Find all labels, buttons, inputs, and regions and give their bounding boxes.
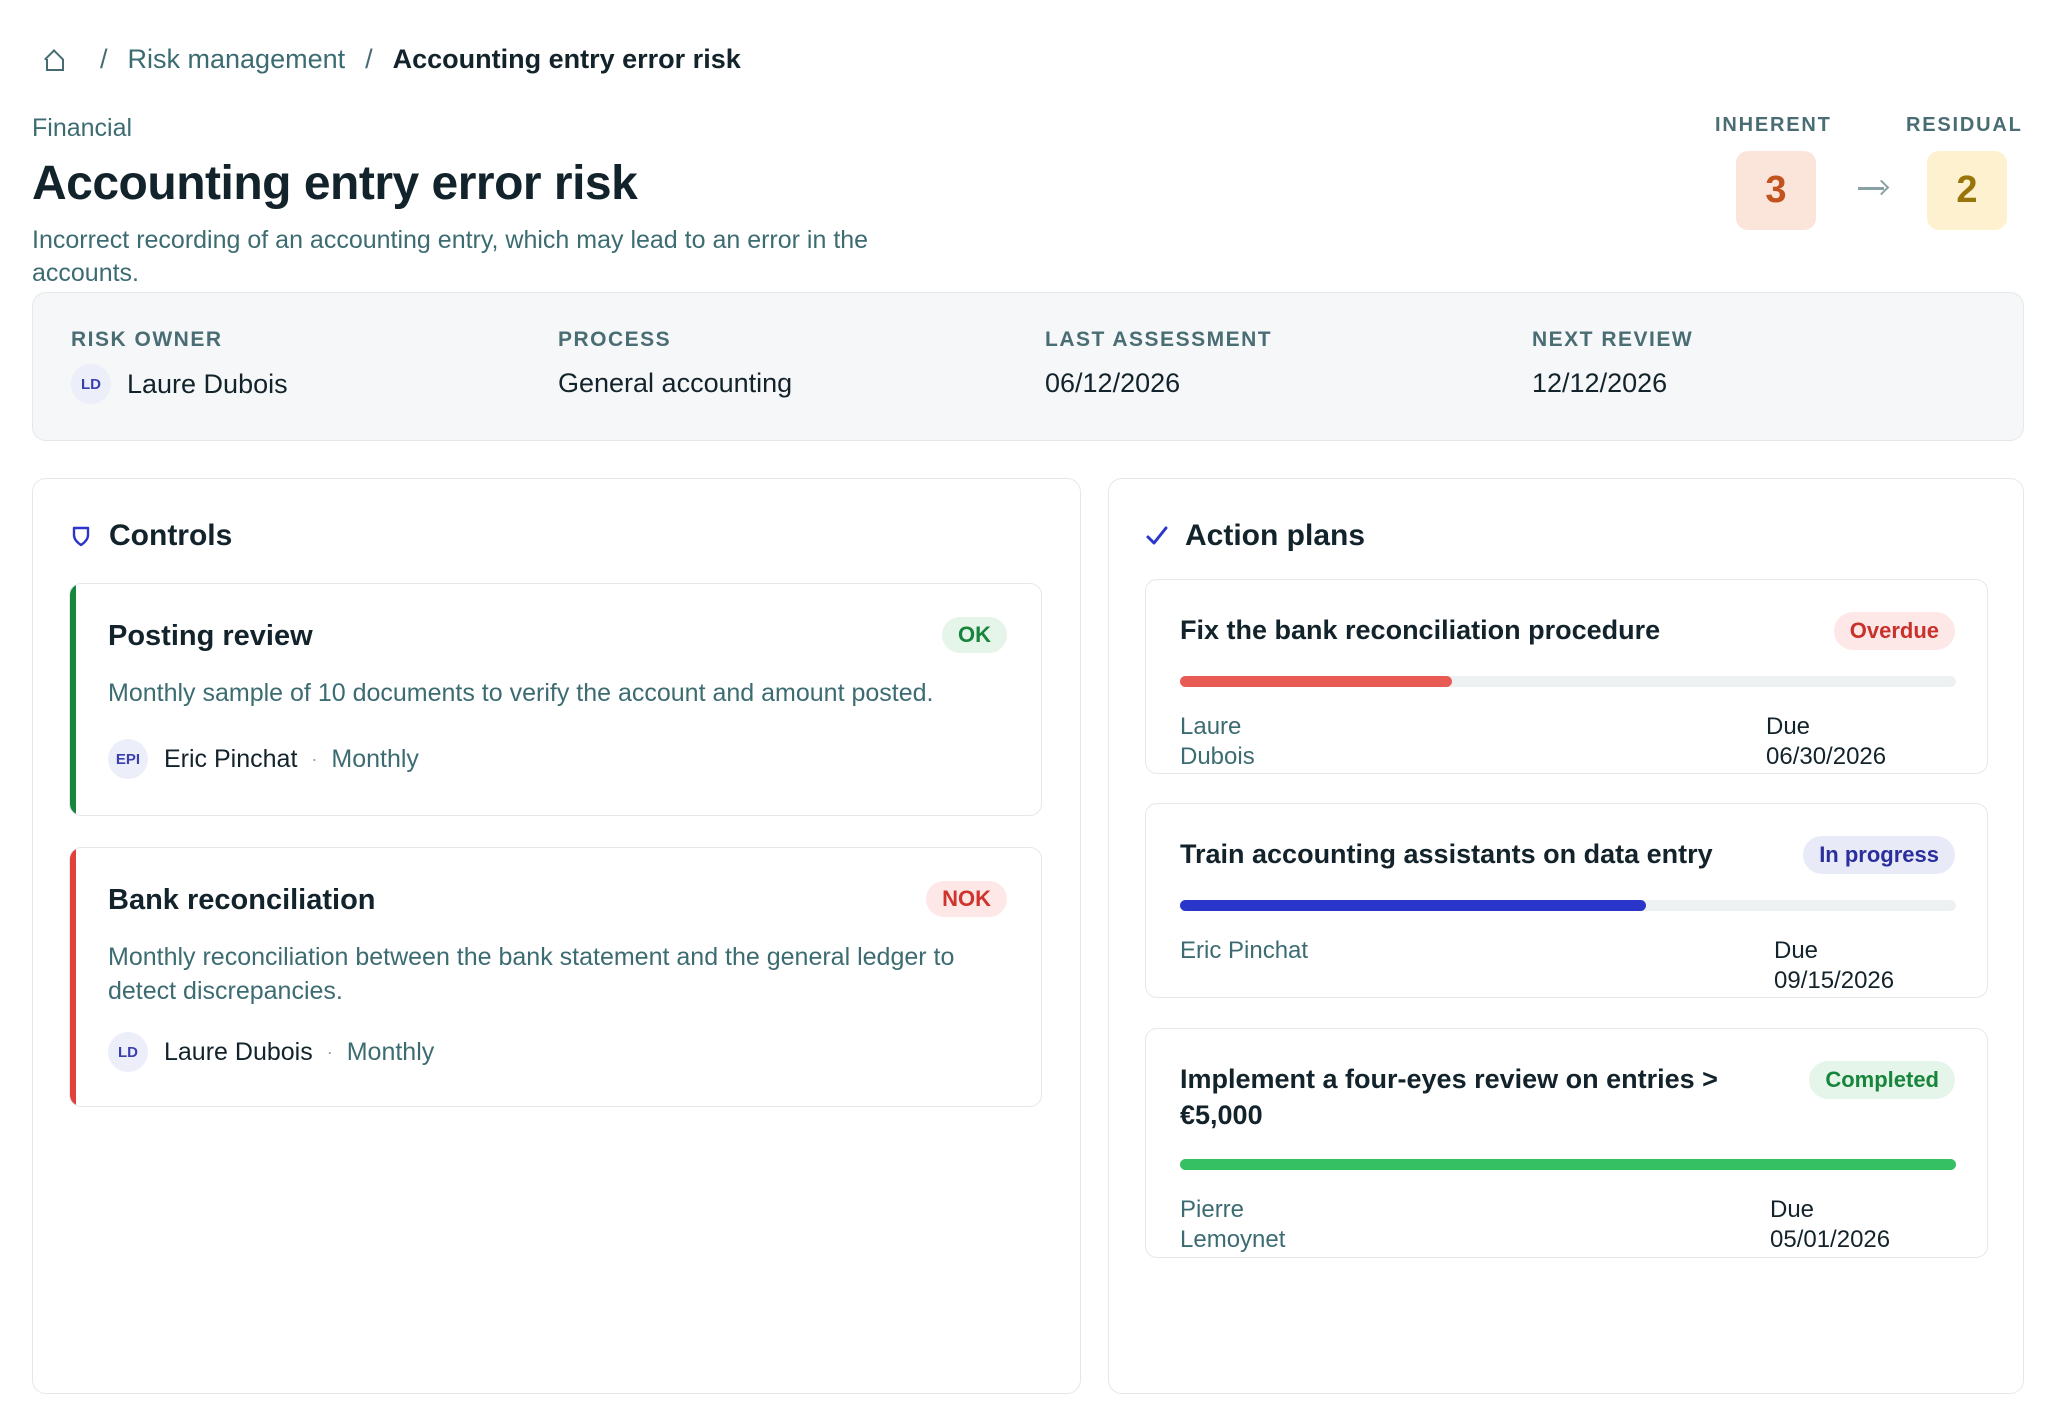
action-plan-item[interactable]: Train accounting assistants on data entr… xyxy=(1145,803,1988,998)
progress-bar xyxy=(1180,1159,1956,1170)
action-plans-card: Action plans Fix the bank reconciliation… xyxy=(1108,478,2024,1394)
control-item[interactable]: Bank reconciliation NOK Monthly reconcil… xyxy=(69,847,1042,1107)
last-assessment-label: LAST ASSESSMENT xyxy=(1045,328,1273,351)
risk-owner-label: RISK OWNER xyxy=(71,328,223,351)
risk-owner-name: Laure Dubois xyxy=(127,368,288,399)
avatar: LD xyxy=(71,364,111,404)
process-label: PROCESS xyxy=(558,328,672,351)
breadcrumb-link-risk-management[interactable]: Risk management xyxy=(127,44,346,74)
status-badge: Overdue xyxy=(1833,612,1955,650)
control-owner: Eric Pinchat xyxy=(164,744,298,773)
home-icon[interactable] xyxy=(44,51,64,71)
residual-score-badge: 2 xyxy=(1927,151,2007,230)
page-title: Accounting entry error risk xyxy=(32,157,638,210)
action-plan-title: Fix the bank reconciliation procedure xyxy=(1180,615,1661,645)
progress-fill xyxy=(1180,1159,1956,1170)
action-plans-title: Action plans xyxy=(1185,519,1366,552)
breadcrumb: / Risk management / Accounting entry err… xyxy=(44,44,741,75)
action-plan-due-date: Due 06/30/2026 xyxy=(1766,713,1887,770)
next-review-label: NEXT REVIEW xyxy=(1532,328,1694,351)
next-review-field: NEXT REVIEW 12/12/2026 xyxy=(1532,328,1693,399)
progress-bar xyxy=(1180,676,1956,687)
action-plan-owner: Eric Pinchat xyxy=(1180,937,1309,964)
status-badge: NOK xyxy=(926,881,1007,917)
check-icon xyxy=(1146,526,1168,545)
action-plan-title: Implement a four-eyes review on entries … xyxy=(1180,1064,1718,1130)
control-title: Posting review xyxy=(108,620,313,652)
controls-title: Controls xyxy=(109,519,233,552)
progress-fill xyxy=(1180,900,1646,911)
risk-description: Incorrect recording of an accounting ent… xyxy=(32,226,869,287)
risk-owner-field: RISK OWNER LD Laure Dubois xyxy=(71,328,288,404)
control-item[interactable]: Posting review OK Monthly sample of 10 d… xyxy=(69,583,1042,816)
controls-card: Controls Posting review OK Monthly sampl… xyxy=(32,478,1081,1394)
status-badge: OK xyxy=(942,617,1007,653)
process-value: General accounting xyxy=(558,368,793,398)
breadcrumb-current: Accounting entry error risk xyxy=(392,44,741,74)
arrow-right-icon xyxy=(1858,168,1888,208)
control-title: Bank reconciliation xyxy=(108,884,376,916)
control-frequency: Monthly xyxy=(331,744,419,773)
control-owner: Laure Dubois xyxy=(164,1037,313,1066)
breadcrumb-separator: / xyxy=(365,44,373,74)
shield-icon xyxy=(72,526,90,547)
action-plan-owner: Laure Dubois xyxy=(1180,713,1255,770)
next-review-value: 12/12/2026 xyxy=(1532,368,1668,398)
breadcrumb-separator: / xyxy=(100,44,108,74)
inherent-score-label: INHERENT xyxy=(1715,114,1832,136)
risk-category: Financial xyxy=(32,114,133,142)
control-frequency: Monthly xyxy=(346,1037,435,1066)
action-plan-due-date: Due 09/15/2026 xyxy=(1774,937,1895,994)
controls-header: Controls xyxy=(69,519,232,553)
last-assessment-field: LAST ASSESSMENT 06/12/2026 xyxy=(1045,328,1272,399)
meta-separator: · xyxy=(326,1041,333,1062)
residual-score-label: RESIDUAL xyxy=(1906,114,2023,136)
meta-separator: · xyxy=(311,748,318,769)
control-description: Monthly reconciliation between the bank … xyxy=(108,943,955,1005)
action-plan-item[interactable]: Fix the bank reconciliation procedure Ov… xyxy=(1145,579,1988,774)
last-assessment-value: 06/12/2026 xyxy=(1045,368,1181,398)
inherent-score-badge: 3 xyxy=(1736,151,1816,230)
avatar: EPI xyxy=(108,739,148,779)
progress-bar xyxy=(1180,900,1956,911)
action-plan-item[interactable]: Implement a four-eyes review on entries … xyxy=(1145,1028,1988,1258)
status-badge: Completed xyxy=(1809,1061,1955,1099)
risk-info-panel: RISK OWNER LD Laure Dubois PROCESS Gener… xyxy=(32,292,2024,441)
status-bar xyxy=(70,584,76,815)
action-plan-owner: Pierre Lemoynet xyxy=(1180,1196,1286,1253)
action-plans-header: Action plans xyxy=(1145,519,1365,553)
action-plan-title: Train accounting assistants on data entr… xyxy=(1180,839,1713,869)
status-badge: In progress xyxy=(1803,836,1955,874)
process-field: PROCESS General accounting xyxy=(558,328,792,399)
status-bar xyxy=(70,848,76,1106)
progress-fill xyxy=(1180,676,1452,687)
action-plan-due-date: Due 05/01/2026 xyxy=(1770,1196,1891,1253)
avatar: LD xyxy=(108,1032,148,1072)
control-description: Monthly sample of 10 documents to verify… xyxy=(108,679,934,707)
